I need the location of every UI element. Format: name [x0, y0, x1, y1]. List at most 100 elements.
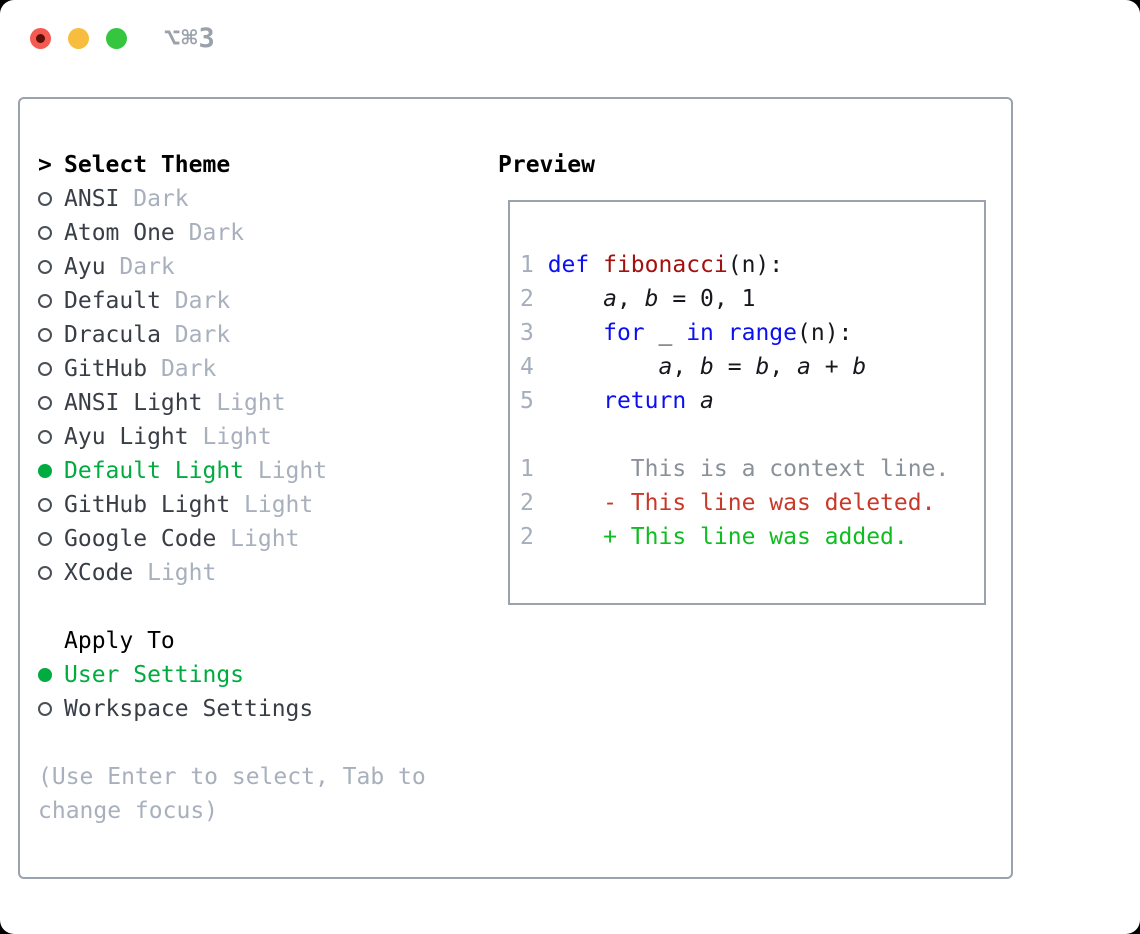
apply-option-workspace-settings[interactable]: Workspace Settings — [38, 692, 426, 726]
theme-option-ansi-light-light[interactable]: ANSI Light Light — [38, 386, 426, 420]
bullet-cell — [38, 498, 64, 512]
theme-option-ansi-dark[interactable]: ANSI Dark — [38, 182, 426, 216]
radio-icon — [38, 396, 52, 410]
line-number: 4 — [520, 354, 548, 380]
radio-selected-icon — [38, 668, 52, 682]
theme-option-name: Default Light — [64, 458, 245, 484]
radio-icon — [38, 566, 52, 580]
theme-option-variant: Dark — [147, 356, 217, 382]
bullet-cell — [38, 396, 64, 410]
preview-line-1: 1 def fibonacci(n): — [520, 252, 784, 278]
theme-option-name: Dracula — [64, 322, 161, 348]
preview-line-2: 2 a, b = 0, 1 — [520, 286, 756, 312]
bullet-cell — [38, 226, 64, 240]
theme-option-xcode-light[interactable]: XCode Light — [38, 556, 426, 590]
line-number: 2 — [520, 524, 534, 550]
theme-list-title: > Select Theme — [38, 148, 426, 182]
preview-line-6 — [520, 418, 984, 452]
bullet-cell — [38, 192, 64, 206]
maximize-button[interactable] — [106, 28, 127, 49]
bullet-cell — [38, 362, 64, 376]
theme-list: > Select Theme ANSI Dark Atom One Dark Ayu D… — [38, 148, 426, 828]
theme-option-name: ANSI — [64, 186, 120, 212]
line-number: 5 — [520, 388, 548, 414]
theme-option-variant: Dark — [119, 186, 189, 212]
radio-icon — [38, 532, 52, 546]
radio-icon — [38, 260, 52, 274]
spacer-row — [38, 590, 426, 624]
theme-option-name: Ayu Light — [64, 424, 189, 450]
preview-line-8: 2 - This line was deleted. — [520, 490, 936, 516]
theme-option-atom-one-dark[interactable]: Atom One Dark — [38, 216, 426, 250]
radio-icon — [38, 498, 52, 512]
apply-to-heading: Apply To — [38, 624, 426, 658]
apply-option-label: User Settings — [64, 662, 245, 688]
bullet-cell — [38, 702, 64, 716]
bullet-cell — [38, 430, 64, 444]
preview-line-7: 1 This is a context line. — [520, 456, 950, 482]
theme-option-name: Ayu — [64, 254, 106, 280]
minimize-button[interactable] — [68, 28, 89, 49]
theme-option-default-dark[interactable]: Default Dark — [38, 284, 426, 318]
theme-option-name: Atom One — [64, 220, 175, 246]
theme-option-variant: Light — [188, 424, 272, 450]
spacer-row — [38, 726, 426, 760]
preview-line-9: 2 + This line was added. — [520, 524, 908, 550]
line-number: 2 — [520, 286, 548, 312]
theme-option-variant: Light — [202, 390, 286, 416]
titlebar: ⌥⌘3 — [0, 0, 1140, 97]
window-shortcut-label: ⌥⌘3 — [164, 23, 216, 54]
theme-option-google-code-light[interactable]: Google Code Light — [38, 522, 426, 556]
focus-caret-icon: > — [38, 152, 52, 178]
theme-option-name: GitHub — [64, 356, 148, 382]
bullet-cell — [38, 566, 64, 580]
theme-option-variant: Light — [216, 526, 300, 552]
radio-selected-icon — [38, 464, 52, 478]
theme-option-ayu-dark[interactable]: Ayu Dark — [38, 250, 426, 284]
apply-to-heading-label: Apply To — [64, 628, 175, 654]
theme-option-github-dark[interactable]: GitHub Dark — [38, 352, 426, 386]
preview-line-4: 4 a, b = b, a + b — [520, 354, 867, 380]
radio-icon — [38, 226, 52, 240]
theme-option-default-light-light[interactable]: Default Light Light — [38, 454, 426, 488]
theme-option-name: Default — [64, 288, 161, 314]
radio-icon — [38, 430, 52, 444]
theme-option-variant: Dark — [105, 254, 175, 280]
preview-code: 1 def fibonacci(n): 2 a, b = 0, 1 3 for _ … — [510, 202, 984, 554]
theme-option-name: GitHub Light — [64, 492, 231, 518]
hint-text-line-1: (Use Enter to select, Tab to — [38, 764, 426, 790]
theme-option-variant: Light — [230, 492, 314, 518]
theme-option-ayu-light-light[interactable]: Ayu Light Light — [38, 420, 426, 454]
theme-list-title-label: Select Theme — [64, 152, 231, 178]
radio-icon — [38, 328, 52, 342]
bullet-cell — [38, 294, 64, 308]
theme-option-name: ANSI Light — [64, 390, 203, 416]
bullet-cell — [38, 668, 64, 682]
preview-line-3: 3 for _ in range(n): — [520, 320, 853, 346]
line-number: 1 — [520, 456, 534, 482]
bullet-cell — [38, 260, 64, 274]
radio-icon — [38, 362, 52, 376]
line-number: 2 — [520, 490, 534, 516]
bullet-cell — [38, 532, 64, 546]
preview-title: Preview — [498, 152, 595, 178]
theme-option-name: XCode — [64, 560, 134, 586]
radio-icon — [38, 702, 52, 716]
theme-option-github-light-light[interactable]: GitHub Light Light — [38, 488, 426, 522]
theme-option-variant: Light — [244, 458, 328, 484]
close-button[interactable] — [30, 28, 51, 49]
bullet-cell: > — [38, 152, 64, 178]
preview-line-5: 5 return a — [520, 388, 714, 414]
theme-option-variant: Dark — [160, 288, 231, 314]
theme-picker-panel: > Select Theme ANSI Dark Atom One Dark Ayu D… — [18, 97, 1013, 879]
hint-text-line-2: change focus) — [38, 798, 219, 824]
line-number: 1 — [520, 252, 548, 278]
apply-option-label: Workspace Settings — [64, 696, 314, 722]
radio-icon — [38, 294, 52, 308]
theme-option-dracula-dark[interactable]: Dracula Dark — [38, 318, 426, 352]
bullet-cell — [38, 464, 64, 478]
apply-option-user-settings[interactable]: User Settings — [38, 658, 426, 692]
theme-option-variant: Light — [133, 560, 217, 586]
line-number: 3 — [520, 320, 548, 346]
